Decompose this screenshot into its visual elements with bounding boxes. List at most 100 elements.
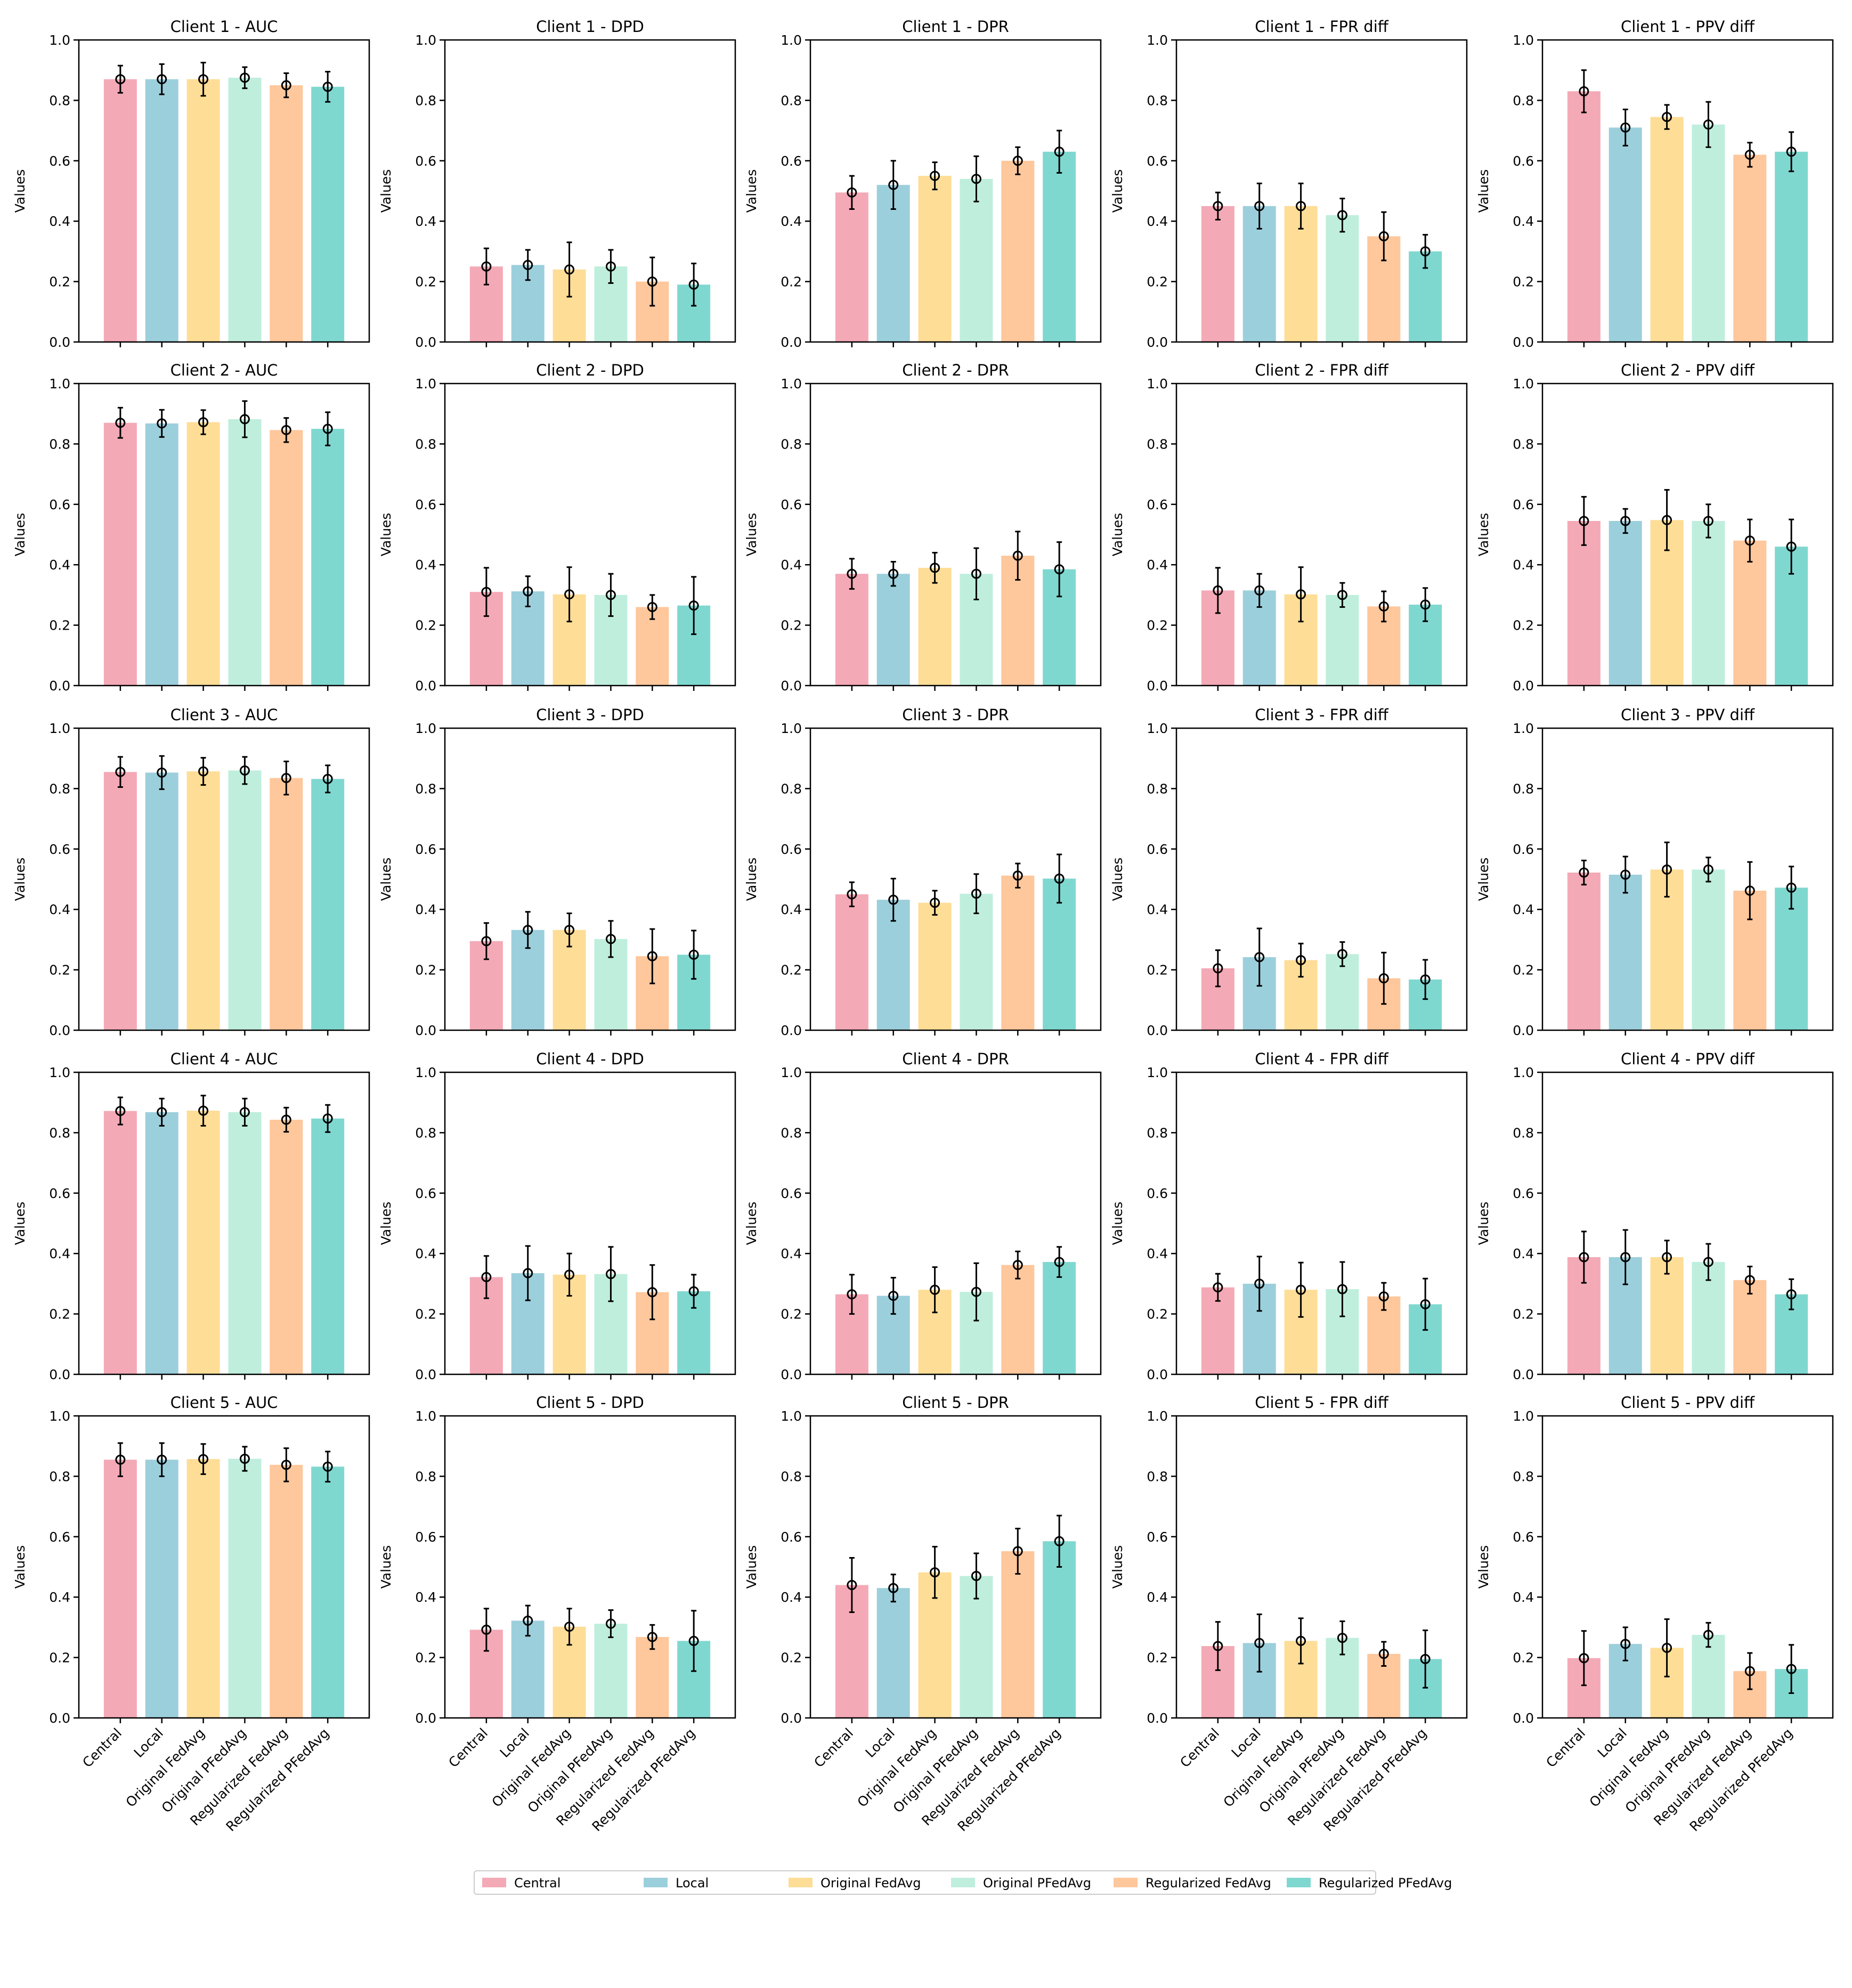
mean-marker	[1620, 516, 1631, 526]
y-tick-label: 0.2	[49, 274, 70, 290]
bar	[1001, 875, 1035, 1030]
y-axis-label: Values	[378, 513, 394, 557]
y-tick-label: 0.8	[1147, 436, 1168, 452]
y-tick-label: 0.2	[1147, 274, 1168, 290]
y-tick-label: 1.0	[1513, 32, 1534, 48]
bar	[636, 1637, 669, 1718]
mean-marker	[1296, 589, 1306, 600]
y-tick-label: 0.2	[781, 963, 802, 978]
axes-frame	[1541, 1071, 1834, 1375]
mean-marker	[971, 1286, 981, 1297]
y-tick-label: 0.8	[49, 1469, 70, 1484]
axes-frame	[78, 1071, 370, 1375]
legend-swatch	[482, 1878, 506, 1887]
y-tick-label: 0.2	[1513, 963, 1534, 978]
mean-marker	[1378, 973, 1389, 983]
y-tick-label: 0.0	[415, 1367, 436, 1382]
subplot-title: Client 3 - DPR	[902, 706, 1009, 724]
y-tick-label: 0.6	[1513, 1529, 1534, 1545]
mean-marker	[847, 1289, 857, 1300]
y-tick-label: 0.2	[49, 963, 70, 978]
mean-marker	[1786, 146, 1797, 157]
y-axis-label: Values	[744, 858, 759, 901]
subplot-title: Client 1 - DPR	[902, 18, 1009, 36]
y-tick-label: 0.4	[1147, 1590, 1168, 1605]
mean-marker	[1703, 1257, 1713, 1267]
y-tick-label: 1.0	[781, 1065, 802, 1080]
mean-marker	[523, 1615, 533, 1626]
mean-marker	[1054, 1536, 1065, 1546]
bar	[1775, 151, 1808, 342]
subplot-title: Client 4 - DPD	[536, 1050, 644, 1068]
mean-marker	[1620, 1639, 1631, 1649]
mean-marker	[1744, 535, 1755, 546]
y-tick-label: 1.0	[781, 32, 802, 48]
mean-marker	[1296, 1635, 1306, 1646]
subplot-4-5: 0.0 0.2 0.4 0.6 0.8 1.0 Values Client 4 - PPV d…	[1476, 1050, 1834, 1382]
subplot-title: Client 1 - FPR diff	[1255, 18, 1389, 36]
y-tick-label: 0.4	[49, 902, 70, 917]
x-tick-label: Local	[1229, 1725, 1264, 1761]
y-tick-label: 1.0	[415, 721, 436, 736]
mean-marker	[1579, 1252, 1589, 1262]
mean-marker	[1378, 1649, 1389, 1659]
mean-marker	[198, 74, 209, 85]
bar	[1043, 878, 1076, 1030]
y-tick-label: 1.0	[1513, 1065, 1534, 1080]
legend-label: Original FedAvg	[821, 1876, 921, 1891]
bar	[270, 85, 303, 343]
bar	[1650, 1257, 1684, 1374]
subplot-title: Client 5 - PPV diff	[1621, 1394, 1755, 1412]
mean-marker	[971, 568, 981, 579]
mean-marker	[157, 74, 167, 85]
y-tick-label: 0.4	[1513, 1590, 1534, 1605]
y-tick-label: 0.8	[1513, 436, 1534, 452]
axes-frame	[444, 39, 736, 343]
bar	[1692, 1635, 1725, 1718]
y-axis-label: Values	[12, 513, 28, 557]
bar	[636, 607, 669, 686]
y-tick-label: 0.0	[1513, 1710, 1534, 1726]
axes-frame	[809, 39, 1102, 343]
y-tick-label: 0.6	[1513, 842, 1534, 857]
y-tick-label: 0.2	[1513, 618, 1534, 633]
bar	[1733, 1280, 1767, 1374]
y-axis-label: Values	[12, 1545, 28, 1589]
y-tick-label: 0.2	[781, 1650, 802, 1666]
y-tick-label: 1.0	[49, 32, 70, 48]
y-tick-label: 1.0	[1513, 376, 1534, 392]
subplot-2-5: 0.0 0.2 0.4 0.6 0.8 1.0 Values Client 2 - PPV d…	[1476, 361, 1834, 694]
y-tick-label: 0.0	[1147, 678, 1168, 694]
subplot-title: Client 4 - PPV diff	[1621, 1050, 1755, 1068]
bar	[1043, 1262, 1076, 1374]
y-tick-label: 0.4	[49, 214, 70, 229]
y-tick-label: 1.0	[49, 376, 70, 392]
mean-marker	[1254, 201, 1265, 211]
bar	[103, 422, 137, 686]
subplot-1-3: 0.0 0.2 0.4 0.6 0.8 1.0 Values Client 1 - DPR	[744, 18, 1102, 350]
y-tick-label: 1.0	[1147, 721, 1168, 736]
y-tick-label: 0.2	[415, 618, 436, 633]
y-tick-label: 0.8	[49, 1125, 70, 1140]
subplot-2-4: 0.0 0.2 0.4 0.6 0.8 1.0 Values Client 2 - FPR d…	[1110, 361, 1468, 694]
y-tick-label: 0.8	[781, 781, 802, 796]
subplot-3-2: 0.0 0.2 0.4 0.6 0.8 1.0 Values Client 3 - DPD	[378, 706, 736, 1038]
mean-marker	[1420, 1299, 1431, 1309]
bar	[103, 1111, 137, 1374]
mean-marker	[523, 259, 533, 270]
subplot-title: Client 1 - DPD	[536, 18, 644, 36]
mean-marker	[1337, 590, 1347, 600]
subplot-title: Client 5 - FPR diff	[1255, 1394, 1389, 1412]
bar	[1733, 540, 1767, 686]
legend-label: Regularized FedAvg	[1146, 1876, 1271, 1891]
y-axis-label: Values	[1476, 513, 1491, 557]
mean-marker	[1620, 122, 1631, 133]
bar	[186, 1111, 220, 1374]
mean-marker	[239, 1454, 250, 1464]
y-tick-label: 0.0	[49, 1367, 70, 1382]
subplot-4-3: 0.0 0.2 0.4 0.6 0.8 1.0 Values Client 4 - DPR	[744, 1050, 1102, 1382]
mean-marker	[605, 261, 616, 272]
mean-marker	[605, 934, 616, 944]
